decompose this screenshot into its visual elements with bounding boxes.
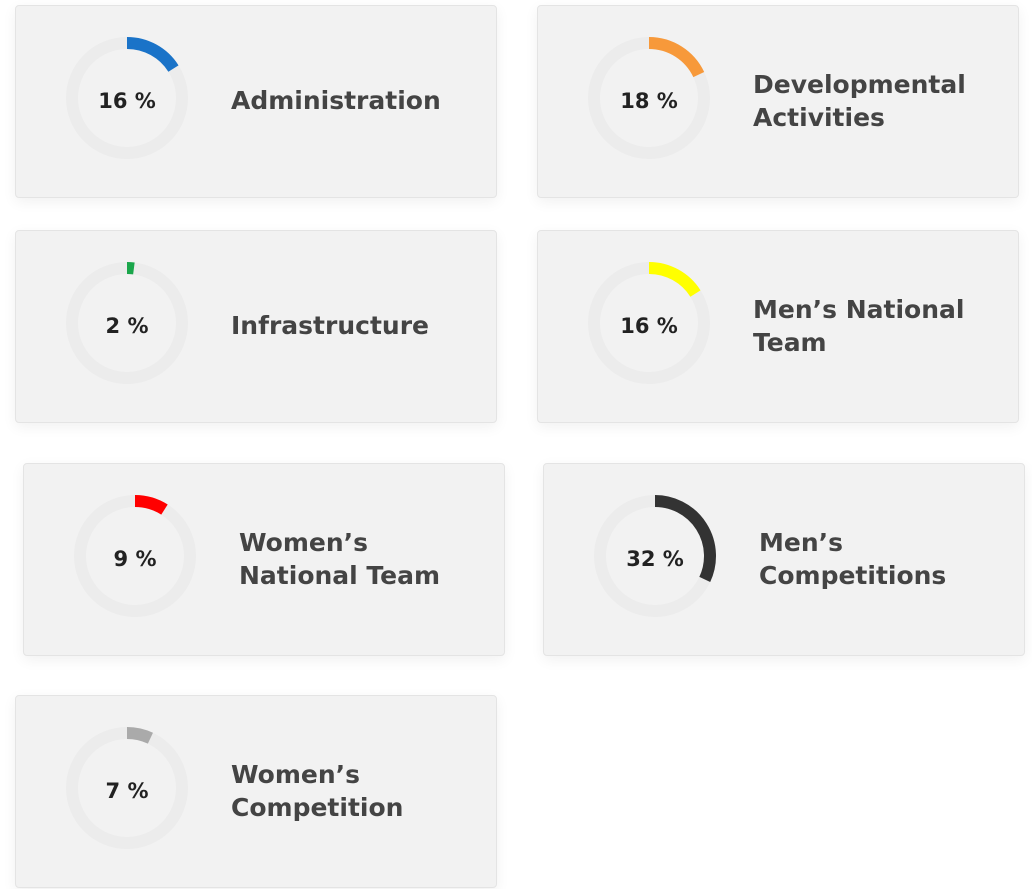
title-line: Women’s — [231, 758, 403, 791]
gauge-arc — [135, 501, 164, 510]
value-label: 2 % — [106, 314, 149, 338]
value-label: 16 % — [98, 89, 156, 113]
title-line: Men’s — [759, 526, 946, 559]
title-line: Developmental — [753, 68, 966, 101]
gauge-arc — [127, 733, 150, 738]
title-line: Activities — [753, 101, 966, 134]
title-line: Infrastructure — [231, 309, 429, 342]
title-line: Competitions — [759, 559, 946, 592]
gauge-arc — [649, 268, 695, 294]
card-title: Infrastructure — [231, 309, 429, 342]
card: 2 % Infrastructure — [15, 230, 497, 423]
value-label: 18 % — [620, 89, 678, 113]
title-line: Women’s — [239, 526, 440, 559]
title-line: Administration — [231, 84, 441, 117]
title-line: Competition — [231, 791, 403, 824]
value-label: 9 % — [114, 547, 157, 571]
value-label: 7 % — [106, 779, 149, 803]
title-line: Team — [753, 326, 964, 359]
value-label: 32 % — [626, 547, 684, 571]
title-line: Men’s National — [753, 293, 964, 326]
card-title: Administration — [231, 84, 441, 117]
card: 16 % Administration — [15, 5, 497, 198]
gauge-arc — [127, 43, 173, 69]
gauge-arc — [649, 43, 699, 75]
title-line: National Team — [239, 559, 440, 592]
value-label: 16 % — [620, 314, 678, 338]
